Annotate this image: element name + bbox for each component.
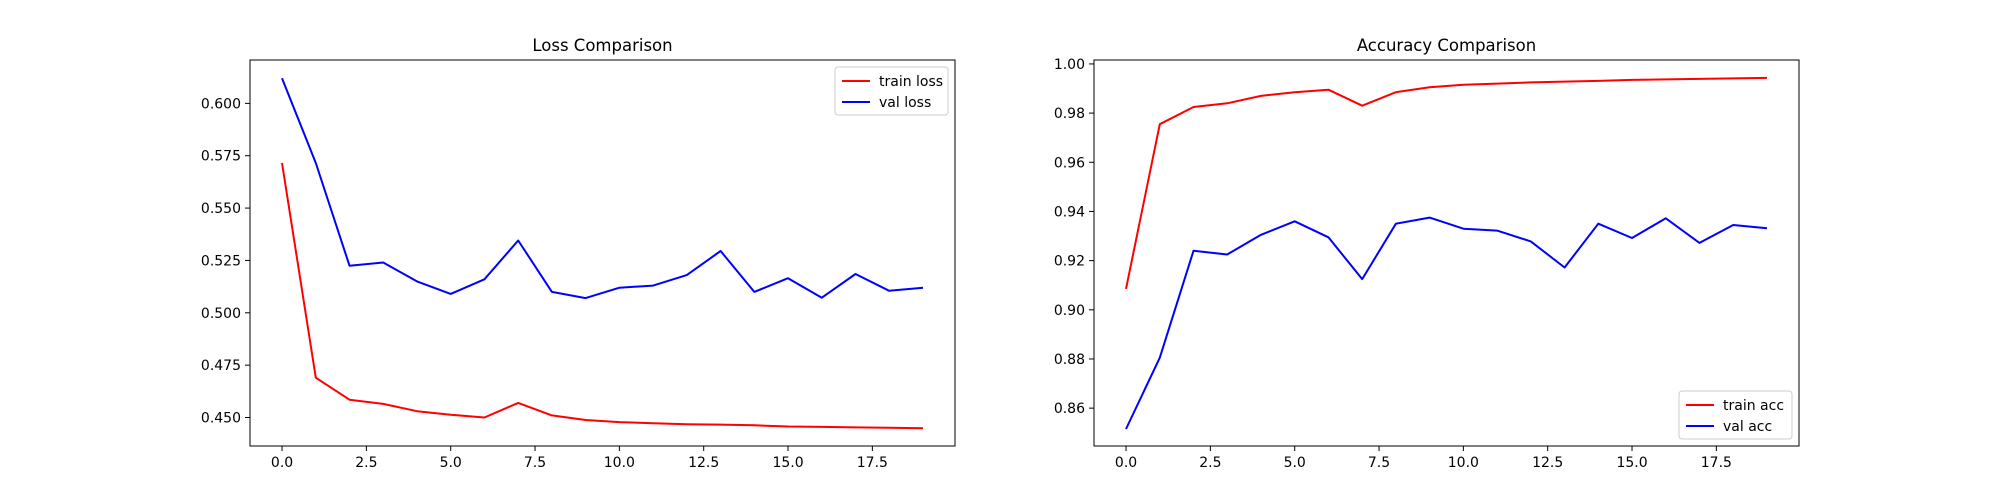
x-tick-label: 10.0: [604, 455, 635, 471]
y-tick-label: 0.92: [1054, 254, 1085, 270]
x-tick-label: 12.5: [688, 455, 719, 471]
plot-frame: [249, 59, 956, 447]
y-tick-label: 0.98: [1054, 106, 1085, 122]
x-tick-label: 0.0: [271, 455, 293, 471]
legend-label: train loss: [879, 74, 943, 90]
series-line-val-loss: [281, 77, 924, 300]
y-tick-label: 0.475: [201, 358, 241, 374]
y-tick-label: 0.600: [201, 96, 241, 112]
x-tick-label: 15.0: [772, 455, 803, 471]
series-line-train-loss: [281, 162, 924, 430]
y-tick-label: 0.88: [1054, 352, 1085, 368]
x-tick-label: 17.5: [1701, 455, 1732, 471]
y-tick-label: 0.90: [1054, 303, 1085, 319]
y-tick-label: 0.575: [201, 149, 241, 165]
x-tick-label: 7.5: [524, 455, 546, 471]
y-tick-label: 0.94: [1054, 204, 1085, 220]
x-tick-label: 2.5: [1199, 455, 1221, 471]
legend: train acc val acc: [1678, 390, 1793, 440]
legend-label: val acc: [1723, 419, 1772, 435]
x-tick-label: 7.5: [1368, 455, 1390, 471]
loss-comparison-chart: Loss Comparison 0.0 2.5 5.0 7.5 10.0 12.5 15.0 1…: [201, 36, 956, 471]
x-tick-label: 0.0: [1115, 455, 1137, 471]
y-tick-label: 0.550: [201, 201, 241, 217]
plot-frame: [1093, 59, 1800, 447]
x-tick-label: 15.0: [1616, 455, 1647, 471]
legend: train loss val loss: [834, 66, 949, 116]
x-tick-label: 10.0: [1448, 455, 1479, 471]
accuracy-comparison-chart: Accuracy Comparison 0.0 2.5 5.0 7.5 10.0 12.5 1…: [1054, 36, 1800, 471]
chart-title: Accuracy Comparison: [1357, 36, 1536, 55]
y-tick-label: 0.525: [201, 253, 241, 269]
y-tick-label: 1.00: [1054, 57, 1085, 73]
y-tick-label: 0.450: [201, 411, 241, 427]
x-tick-label: 5.0: [1284, 455, 1306, 471]
series-line-val-acc: [1125, 216, 1768, 430]
chart-title: Loss Comparison: [532, 36, 672, 55]
y-tick-label: 0.500: [201, 306, 241, 322]
x-tick-label: 2.5: [355, 455, 377, 471]
x-tick-label: 12.5: [1532, 455, 1563, 471]
x-tick-label: 5.0: [440, 455, 462, 471]
y-tick-label: 0.96: [1054, 155, 1085, 171]
y-tick-label: 0.86: [1054, 401, 1085, 417]
x-tick-label: 17.5: [857, 455, 888, 471]
legend-label: val loss: [879, 95, 931, 111]
series-line-train-acc: [1125, 76, 1768, 290]
legend-label: train acc: [1723, 398, 1784, 414]
